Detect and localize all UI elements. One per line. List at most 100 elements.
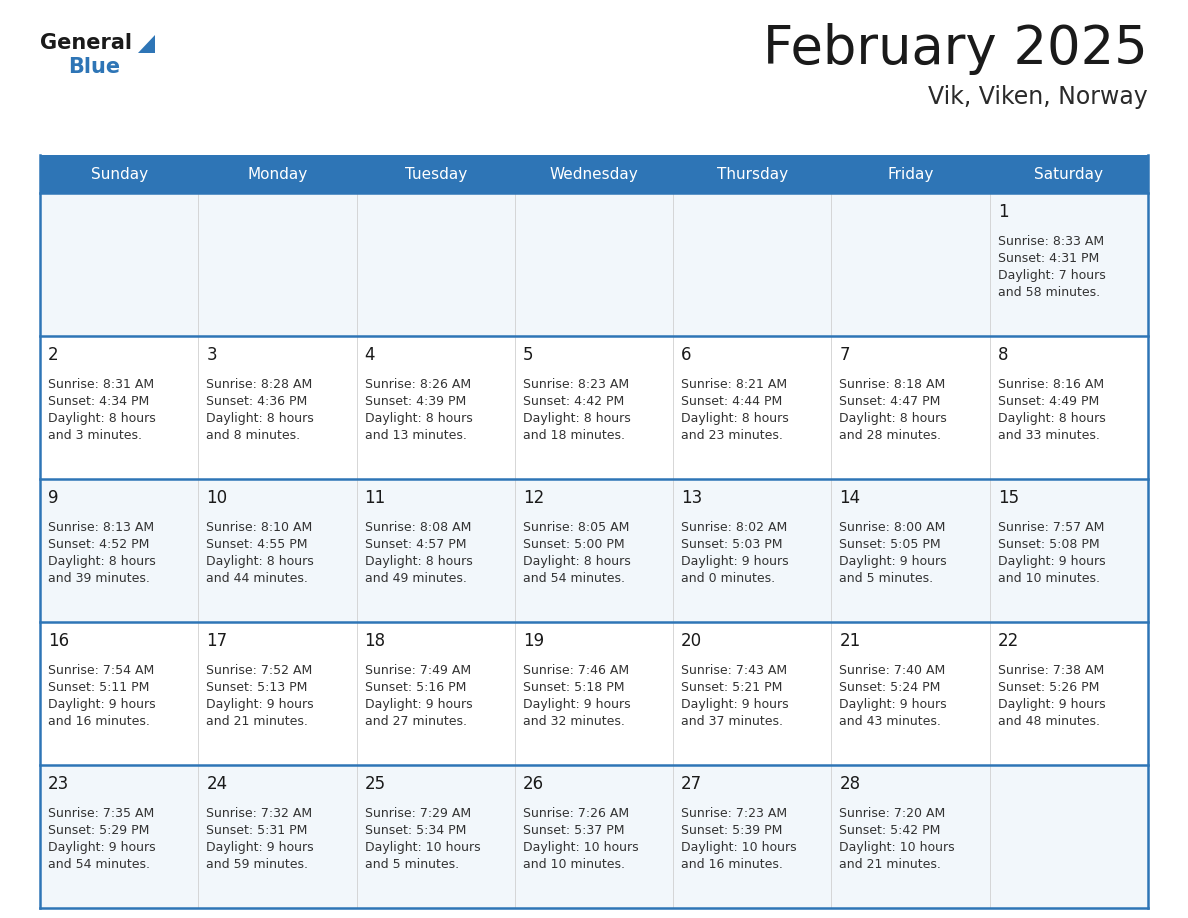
- Text: 13: 13: [681, 489, 702, 507]
- Text: and 5 minutes.: and 5 minutes.: [840, 572, 934, 585]
- Text: 21: 21: [840, 632, 860, 650]
- Bar: [990, 193, 1148, 336]
- Text: Sunrise: 7:32 AM: Sunrise: 7:32 AM: [207, 807, 312, 820]
- Text: 10: 10: [207, 489, 227, 507]
- Text: 26: 26: [523, 775, 544, 793]
- Text: Sunrise: 8:10 AM: Sunrise: 8:10 AM: [207, 521, 312, 534]
- Text: and 33 minutes.: and 33 minutes.: [998, 429, 1100, 442]
- Text: 6: 6: [681, 346, 691, 364]
- Text: Daylight: 9 hours: Daylight: 9 hours: [681, 555, 789, 568]
- Bar: [674, 622, 832, 765]
- Text: 23: 23: [48, 775, 69, 793]
- Text: 27: 27: [681, 775, 702, 793]
- Text: and 39 minutes.: and 39 minutes.: [48, 572, 150, 585]
- Text: Sunset: 5:11 PM: Sunset: 5:11 PM: [48, 681, 150, 694]
- Text: Sunset: 5:42 PM: Sunset: 5:42 PM: [840, 824, 941, 837]
- Text: Sunrise: 8:31 AM: Sunrise: 8:31 AM: [48, 378, 154, 391]
- Text: Blue: Blue: [68, 57, 120, 77]
- Bar: [832, 193, 990, 336]
- Bar: [514, 622, 674, 765]
- Bar: [514, 336, 674, 479]
- Text: Daylight: 10 hours: Daylight: 10 hours: [681, 841, 797, 854]
- Text: Daylight: 8 hours: Daylight: 8 hours: [523, 555, 631, 568]
- Text: Sunset: 5:05 PM: Sunset: 5:05 PM: [840, 538, 941, 551]
- Bar: [990, 336, 1148, 479]
- Text: Sunrise: 8:13 AM: Sunrise: 8:13 AM: [48, 521, 154, 534]
- Bar: [514, 479, 674, 622]
- Text: and 27 minutes.: and 27 minutes.: [365, 715, 467, 728]
- Text: and 49 minutes.: and 49 minutes.: [365, 572, 467, 585]
- Bar: [198, 765, 356, 908]
- Bar: [198, 336, 356, 479]
- Bar: [356, 336, 514, 479]
- Text: Sunset: 5:24 PM: Sunset: 5:24 PM: [840, 681, 941, 694]
- Text: 5: 5: [523, 346, 533, 364]
- Bar: [990, 479, 1148, 622]
- Text: Sunset: 5:13 PM: Sunset: 5:13 PM: [207, 681, 308, 694]
- Text: 24: 24: [207, 775, 227, 793]
- Text: 18: 18: [365, 632, 386, 650]
- Text: Sunrise: 8:21 AM: Sunrise: 8:21 AM: [681, 378, 788, 391]
- Text: 4: 4: [365, 346, 375, 364]
- Text: Wednesday: Wednesday: [550, 166, 638, 182]
- Text: Sunset: 4:36 PM: Sunset: 4:36 PM: [207, 395, 308, 408]
- Bar: [40, 155, 1148, 193]
- Bar: [514, 193, 674, 336]
- Bar: [832, 479, 990, 622]
- Text: Sunrise: 8:26 AM: Sunrise: 8:26 AM: [365, 378, 470, 391]
- Text: and 21 minutes.: and 21 minutes.: [840, 858, 941, 871]
- Text: and 16 minutes.: and 16 minutes.: [681, 858, 783, 871]
- Text: Daylight: 8 hours: Daylight: 8 hours: [365, 555, 473, 568]
- Text: Daylight: 8 hours: Daylight: 8 hours: [48, 412, 156, 425]
- Text: Monday: Monday: [247, 166, 308, 182]
- Text: Sunset: 5:18 PM: Sunset: 5:18 PM: [523, 681, 625, 694]
- Text: Daylight: 9 hours: Daylight: 9 hours: [207, 698, 314, 711]
- Text: 3: 3: [207, 346, 217, 364]
- Text: Sunset: 5:21 PM: Sunset: 5:21 PM: [681, 681, 783, 694]
- Text: 9: 9: [48, 489, 58, 507]
- Bar: [40, 765, 198, 908]
- Text: 12: 12: [523, 489, 544, 507]
- Bar: [356, 622, 514, 765]
- Text: and 3 minutes.: and 3 minutes.: [48, 429, 143, 442]
- Text: Sunset: 4:44 PM: Sunset: 4:44 PM: [681, 395, 783, 408]
- Text: Sunset: 4:55 PM: Sunset: 4:55 PM: [207, 538, 308, 551]
- Text: 15: 15: [998, 489, 1019, 507]
- Bar: [40, 622, 198, 765]
- Text: Sunrise: 8:16 AM: Sunrise: 8:16 AM: [998, 378, 1104, 391]
- Text: Sunrise: 8:18 AM: Sunrise: 8:18 AM: [840, 378, 946, 391]
- Text: Friday: Friday: [887, 166, 934, 182]
- Text: Daylight: 8 hours: Daylight: 8 hours: [998, 412, 1106, 425]
- Text: and 0 minutes.: and 0 minutes.: [681, 572, 776, 585]
- Text: Sunset: 5:03 PM: Sunset: 5:03 PM: [681, 538, 783, 551]
- Text: and 37 minutes.: and 37 minutes.: [681, 715, 783, 728]
- Text: Sunrise: 8:08 AM: Sunrise: 8:08 AM: [365, 521, 470, 534]
- Text: Sunrise: 7:26 AM: Sunrise: 7:26 AM: [523, 807, 628, 820]
- Text: Daylight: 9 hours: Daylight: 9 hours: [840, 698, 947, 711]
- Text: and 13 minutes.: and 13 minutes.: [365, 429, 467, 442]
- Text: and 8 minutes.: and 8 minutes.: [207, 429, 301, 442]
- Text: Sunrise: 7:38 AM: Sunrise: 7:38 AM: [998, 664, 1104, 677]
- Text: Sunrise: 7:52 AM: Sunrise: 7:52 AM: [207, 664, 312, 677]
- Text: Daylight: 9 hours: Daylight: 9 hours: [840, 555, 947, 568]
- Text: 25: 25: [365, 775, 386, 793]
- Bar: [198, 622, 356, 765]
- Text: Sunset: 4:31 PM: Sunset: 4:31 PM: [998, 252, 1099, 265]
- Text: Sunrise: 8:33 AM: Sunrise: 8:33 AM: [998, 235, 1104, 248]
- Text: Sunset: 4:42 PM: Sunset: 4:42 PM: [523, 395, 624, 408]
- Text: Sunrise: 7:43 AM: Sunrise: 7:43 AM: [681, 664, 788, 677]
- Bar: [990, 622, 1148, 765]
- Text: Sunset: 4:47 PM: Sunset: 4:47 PM: [840, 395, 941, 408]
- Text: Sunrise: 8:05 AM: Sunrise: 8:05 AM: [523, 521, 630, 534]
- Text: 20: 20: [681, 632, 702, 650]
- Text: Sunset: 4:57 PM: Sunset: 4:57 PM: [365, 538, 466, 551]
- Text: Sunset: 5:31 PM: Sunset: 5:31 PM: [207, 824, 308, 837]
- Text: Sunrise: 8:23 AM: Sunrise: 8:23 AM: [523, 378, 628, 391]
- Text: Daylight: 9 hours: Daylight: 9 hours: [998, 698, 1105, 711]
- Text: Daylight: 9 hours: Daylight: 9 hours: [523, 698, 631, 711]
- Bar: [832, 765, 990, 908]
- Text: and 43 minutes.: and 43 minutes.: [840, 715, 941, 728]
- Text: Vik, Viken, Norway: Vik, Viken, Norway: [928, 85, 1148, 109]
- Bar: [40, 479, 198, 622]
- Text: February 2025: February 2025: [763, 23, 1148, 75]
